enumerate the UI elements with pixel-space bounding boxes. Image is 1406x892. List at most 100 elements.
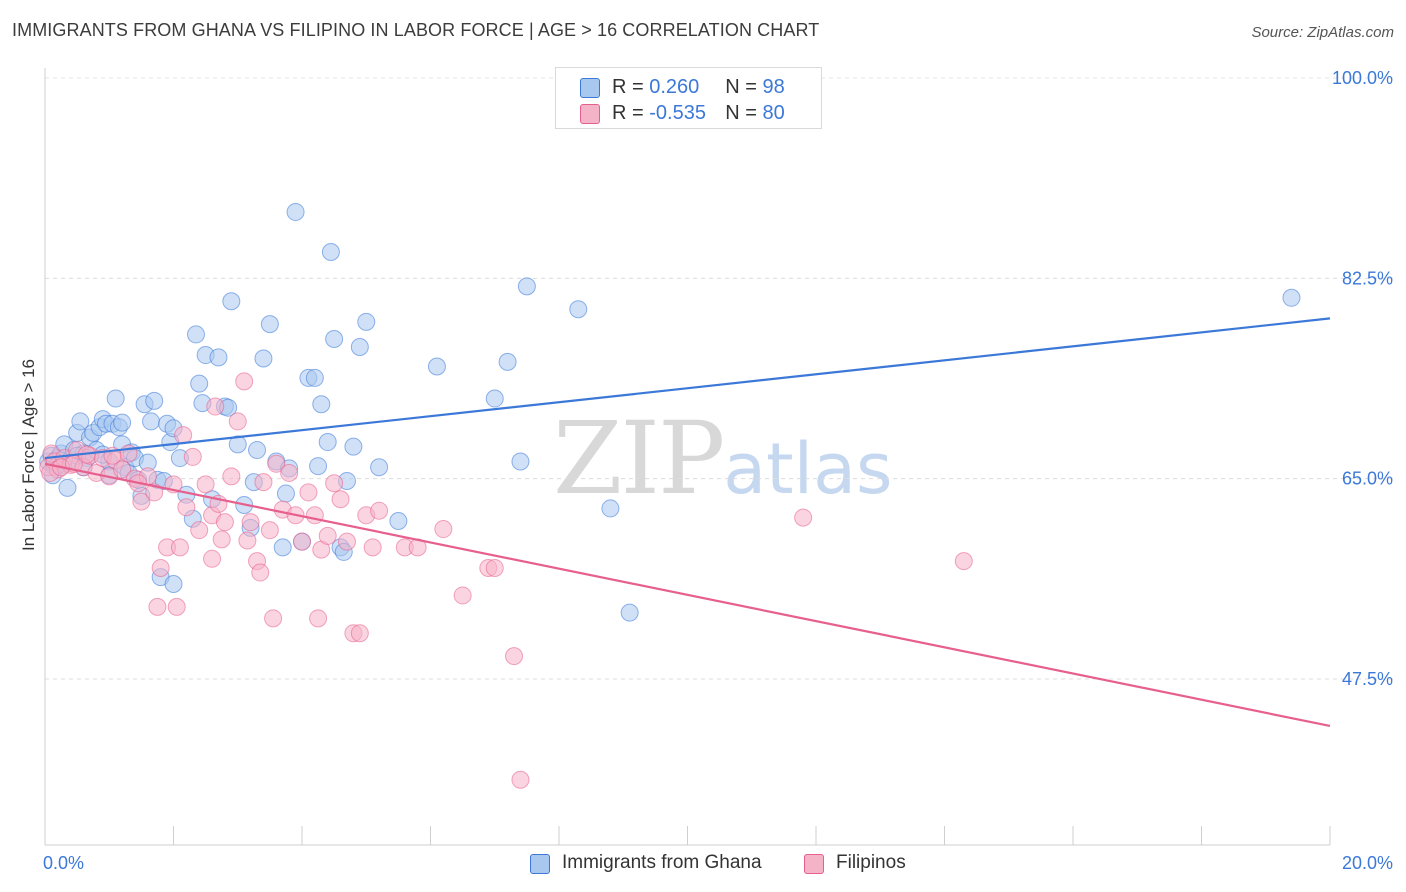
legend-label-ghana: Immigrants from Ghana bbox=[562, 852, 762, 873]
filipinos-point bbox=[794, 508, 813, 527]
filipinos-point bbox=[113, 460, 132, 479]
ghana-point bbox=[321, 243, 340, 262]
filipinos-point bbox=[145, 483, 164, 502]
ghana-point bbox=[106, 389, 125, 408]
n-label: N = bbox=[725, 76, 763, 98]
r-label: R = bbox=[612, 76, 650, 98]
legend-swatch-filipinos bbox=[580, 104, 600, 124]
ghana-point bbox=[305, 368, 324, 387]
ghana-point bbox=[620, 603, 639, 622]
ghana-point bbox=[498, 352, 517, 371]
filipinos-point bbox=[267, 454, 286, 473]
filipinos-point bbox=[183, 447, 202, 466]
filipinos-point bbox=[309, 609, 328, 628]
filipinos-point bbox=[318, 526, 337, 545]
ghana-point bbox=[286, 202, 305, 221]
watermark-zip: ZIP bbox=[553, 400, 725, 517]
watermark: ZIPatlas bbox=[553, 400, 892, 517]
n-value: 98 bbox=[762, 76, 785, 98]
ghana-point bbox=[350, 338, 369, 357]
y-tick-label: 65.0% bbox=[1342, 469, 1393, 489]
filipinos-point bbox=[350, 624, 369, 643]
filipinos-point bbox=[280, 463, 299, 482]
r-value: -0.535 bbox=[649, 102, 706, 124]
filipinos-point bbox=[251, 563, 270, 582]
ghana-point bbox=[273, 538, 292, 557]
filipinos-point bbox=[485, 558, 504, 577]
filipinos-point bbox=[148, 597, 167, 616]
filipinos-point bbox=[238, 531, 257, 550]
x-tick-label: 0.0% bbox=[43, 853, 84, 873]
legend-stats-filipinos: R = -0.535 N = 80 bbox=[612, 102, 785, 125]
ghana-point bbox=[164, 574, 183, 593]
legend-correlation: R = 0.260 N = 98 R = -0.535 N = 80 bbox=[555, 67, 822, 129]
ghana-point bbox=[312, 395, 331, 414]
filipinos-point bbox=[170, 538, 189, 557]
legend-label-filipinos: Filipinos bbox=[836, 852, 906, 873]
ghana-point bbox=[276, 484, 295, 503]
filipinos-point bbox=[370, 501, 389, 520]
ghana-point bbox=[569, 300, 588, 319]
ghana-point bbox=[71, 412, 90, 431]
filipinos-point bbox=[196, 475, 215, 494]
watermark-atlas: atlas bbox=[723, 428, 893, 510]
ghana-trend-line bbox=[44, 317, 1331, 460]
x-tick-label: 20.0% bbox=[1342, 853, 1393, 873]
filipinos-point bbox=[212, 530, 231, 549]
ghana-point bbox=[142, 412, 161, 431]
filipinos-point bbox=[453, 586, 472, 605]
filipinos-point bbox=[505, 647, 524, 666]
filipinos-point bbox=[167, 597, 186, 616]
n-label: N = bbox=[725, 102, 763, 124]
filipinos-point bbox=[132, 492, 151, 511]
filipinos-point bbox=[954, 552, 973, 571]
ghana-point bbox=[309, 457, 328, 476]
ghana-point bbox=[318, 433, 337, 452]
ghana-point bbox=[485, 389, 504, 408]
y-tick-label: 100.0% bbox=[1332, 68, 1393, 88]
filipinos-point bbox=[299, 483, 318, 502]
y-tick-label: 82.5% bbox=[1342, 268, 1393, 288]
filipinos-point bbox=[434, 520, 453, 539]
source-label: Source: ZipAtlas.com bbox=[1251, 24, 1394, 41]
legend-swatch-ghana bbox=[530, 854, 550, 874]
filipinos-point bbox=[260, 521, 279, 540]
filipinos-point bbox=[337, 532, 356, 551]
filipinos-point bbox=[206, 397, 225, 416]
filipinos-point bbox=[215, 513, 234, 532]
filipinos-point bbox=[325, 474, 344, 493]
ghana-point bbox=[254, 349, 273, 368]
filipinos-point bbox=[254, 473, 273, 492]
ghana-point bbox=[209, 348, 228, 367]
filipinos-point bbox=[331, 490, 350, 509]
ghana-point bbox=[511, 452, 530, 471]
filipinos-point bbox=[235, 372, 254, 391]
ghana-point bbox=[248, 441, 267, 460]
ghana-point bbox=[228, 435, 247, 454]
filipinos-point bbox=[363, 538, 382, 557]
filipinos-point bbox=[151, 558, 170, 577]
ghana-point bbox=[357, 312, 376, 331]
ghana-point bbox=[344, 437, 363, 456]
filipinos-point bbox=[264, 609, 283, 628]
r-value: 0.260 bbox=[649, 76, 700, 98]
ghana-point bbox=[222, 292, 241, 311]
legend-stats-ghana: R = 0.260 N = 98 bbox=[612, 76, 785, 99]
ghana-point bbox=[58, 478, 77, 497]
ghana-point bbox=[517, 277, 536, 296]
filipinos-point bbox=[203, 549, 222, 568]
filipinos-point bbox=[228, 412, 247, 431]
filipinos-point bbox=[305, 506, 324, 525]
ghana-point bbox=[186, 325, 205, 344]
filipinos-point bbox=[177, 498, 196, 517]
ghana-point bbox=[389, 512, 408, 531]
r-label: R = bbox=[612, 102, 650, 124]
ghana-point bbox=[370, 458, 389, 477]
filipinos-point bbox=[222, 467, 241, 486]
n-value: 80 bbox=[762, 102, 785, 124]
ghana-point bbox=[113, 413, 132, 432]
filipinos-point bbox=[174, 426, 193, 445]
ghana-point bbox=[190, 374, 209, 393]
legend-swatch-filipinos bbox=[804, 854, 824, 874]
ghana-point bbox=[145, 391, 164, 410]
